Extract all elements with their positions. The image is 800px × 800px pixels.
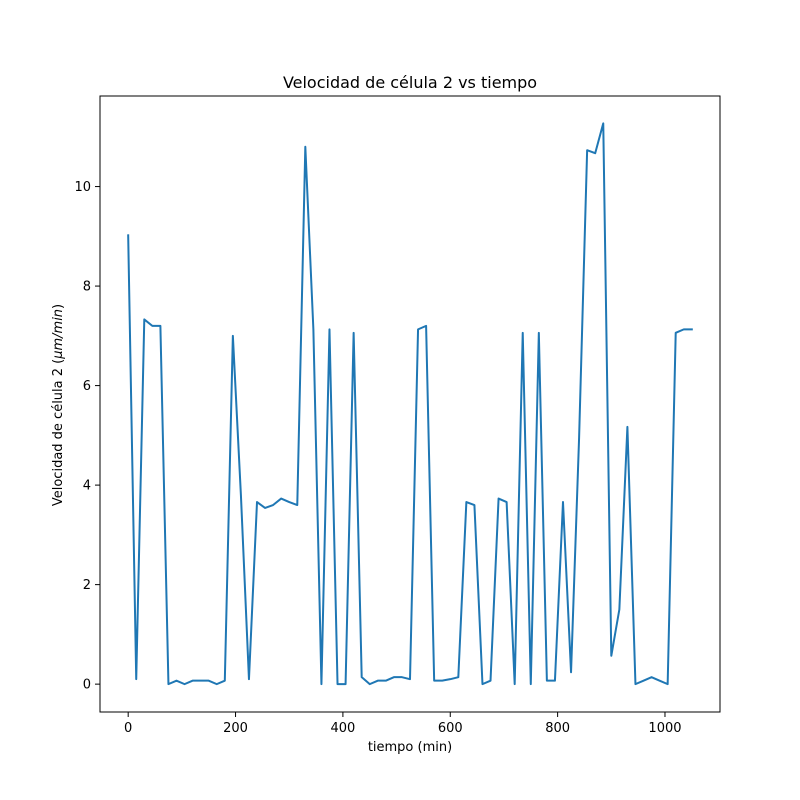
y-tick-label: 0 (83, 678, 91, 693)
x-tick-label: 1000 (648, 721, 681, 736)
y-tick-label: 6 (83, 379, 91, 394)
y-axis-label-unit: μm/min (51, 309, 66, 360)
x-tick-label: 800 (545, 721, 570, 736)
plot-frame (99, 95, 721, 713)
x-tick-label: 0 (124, 721, 132, 736)
x-tick-label: 400 (330, 721, 355, 736)
chart-title: Velocidad de célula 2 vs tiempo (283, 73, 537, 92)
x-axis-label: tiempo (min) (368, 740, 452, 755)
x-tick-label: 200 (223, 721, 248, 736)
y-tick-label: 4 (83, 479, 91, 494)
y-tick-label: 8 (83, 280, 91, 295)
y-tick-label: 2 (83, 578, 91, 593)
y-axis-label-suffix: ) (51, 304, 66, 309)
y-axis-label: Velocidad de célula 2 (μm/min) (51, 304, 66, 506)
plot-area: 0 200 400 600 800 1000 0 2 4 6 8 10 (74, 95, 721, 736)
series-line-0 (127, 122, 693, 686)
x-tick-label: 600 (438, 721, 463, 736)
y-axis-label-prefix: Velocidad de célula 2 ( (51, 359, 66, 506)
y-tick-label: 10 (74, 180, 91, 195)
